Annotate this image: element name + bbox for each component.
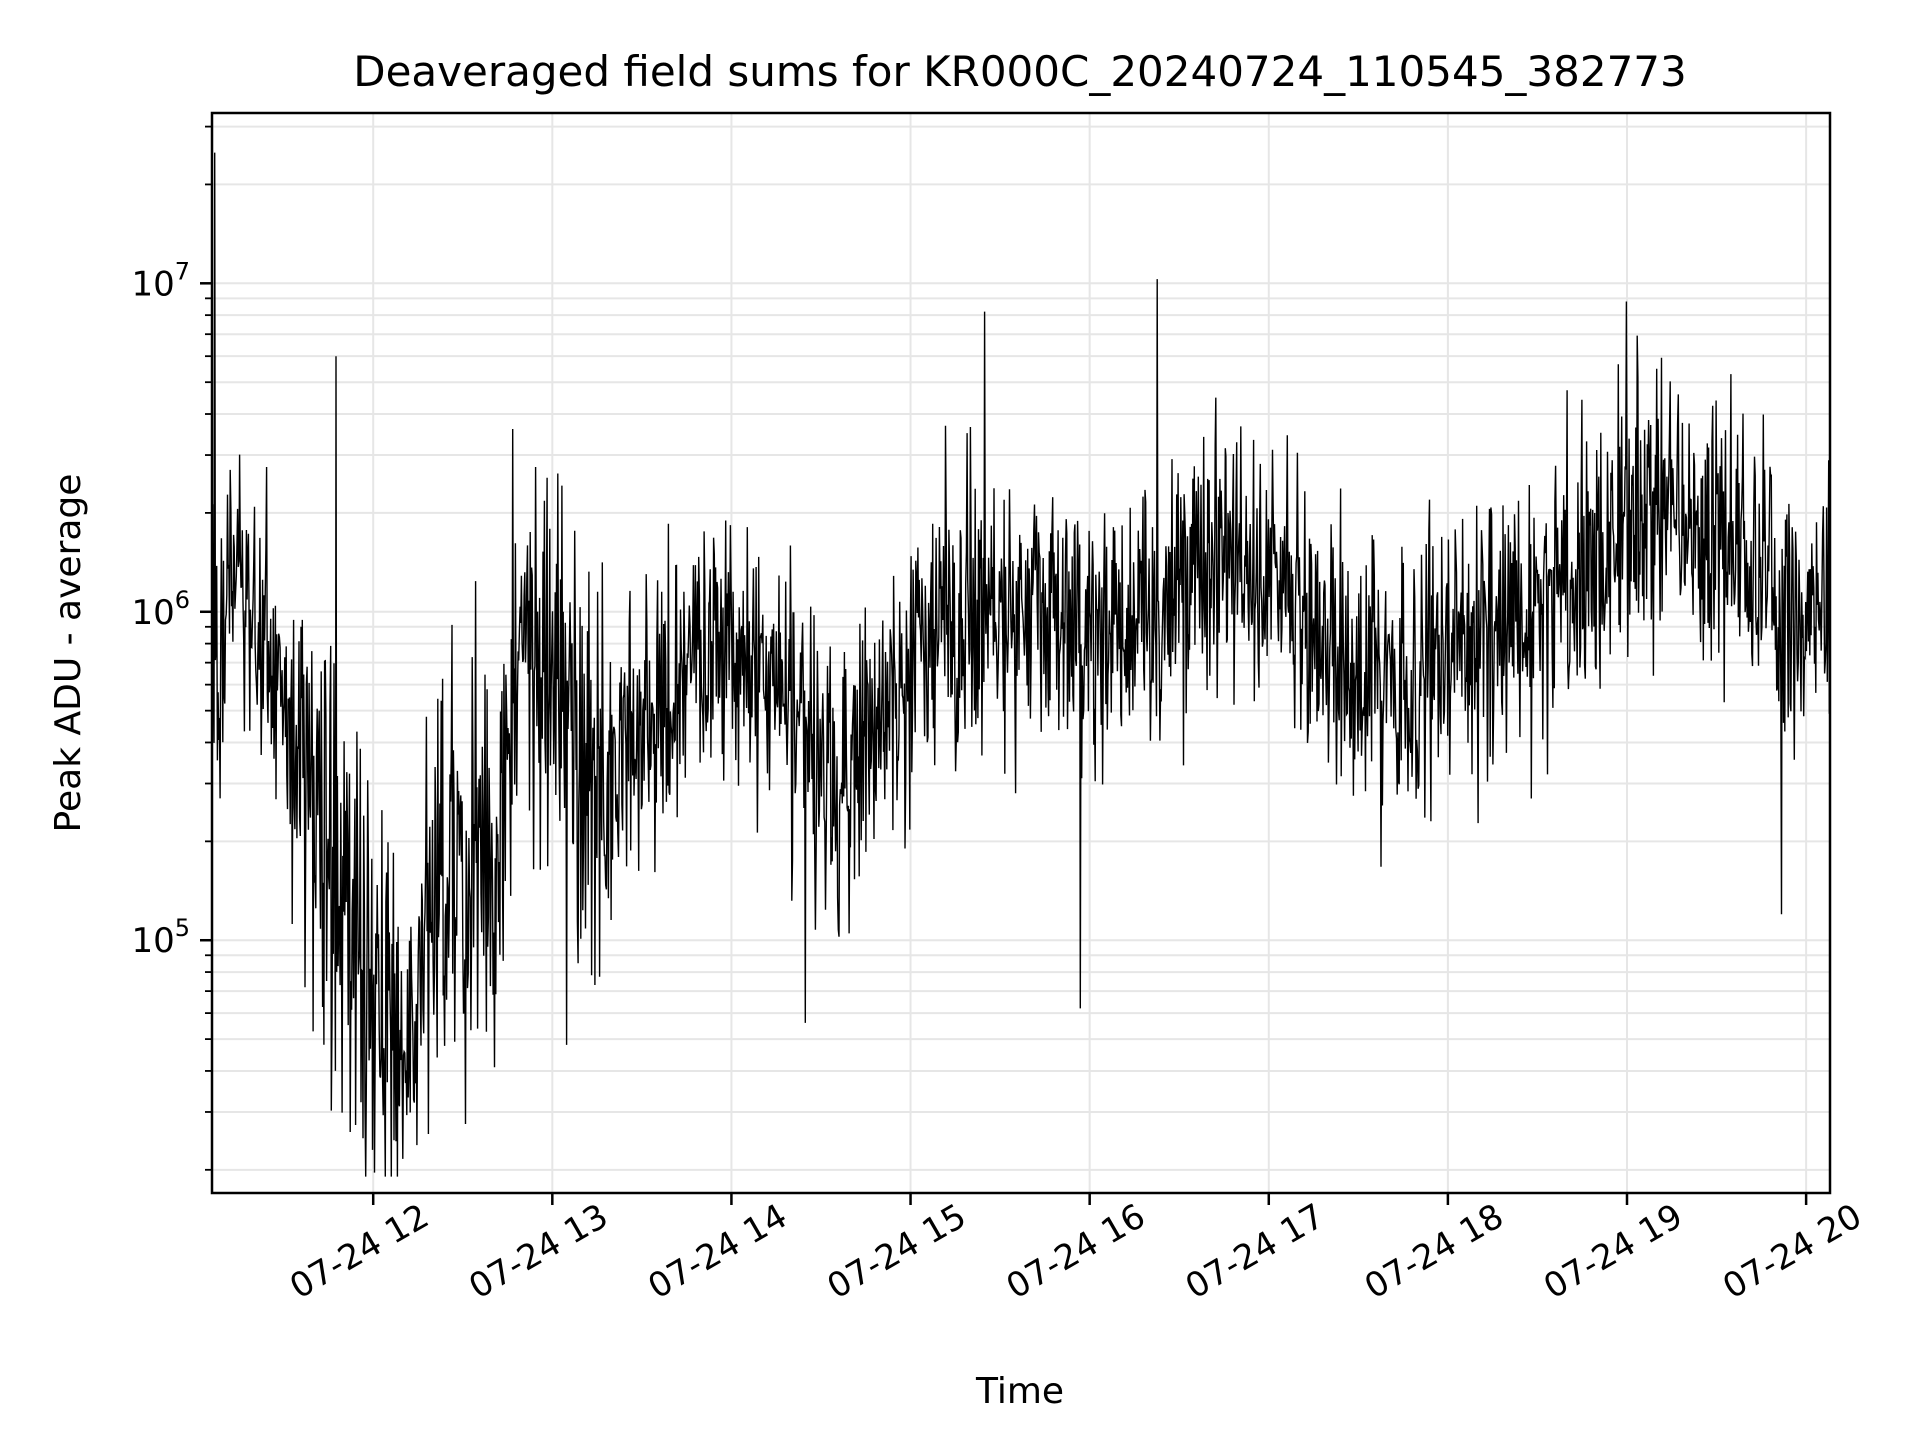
chart-title: Deaveraged field sums for KR000C_2024072…	[353, 47, 1687, 96]
y-tick-base: 10	[131, 264, 174, 304]
series-line	[211, 152, 1831, 1177]
y-tick-exponent: 5	[175, 914, 190, 942]
grid	[212, 113, 1830, 1193]
y-tick-exponent: 6	[175, 586, 190, 614]
y-tick-base: 10	[131, 921, 174, 961]
plot-frame	[210, 111, 1832, 1195]
y-tick-label: 105	[131, 914, 190, 961]
y-tick-exponent: 7	[175, 257, 190, 285]
y-tick-label: 106	[131, 586, 190, 633]
y-tick-base: 10	[131, 593, 174, 633]
x-axis-label: Time	[975, 1371, 1064, 1412]
y-tick-label: 107	[131, 257, 190, 304]
y-axis-label: Peak ADU - average	[48, 474, 89, 833]
plot-area	[211, 152, 1831, 1177]
